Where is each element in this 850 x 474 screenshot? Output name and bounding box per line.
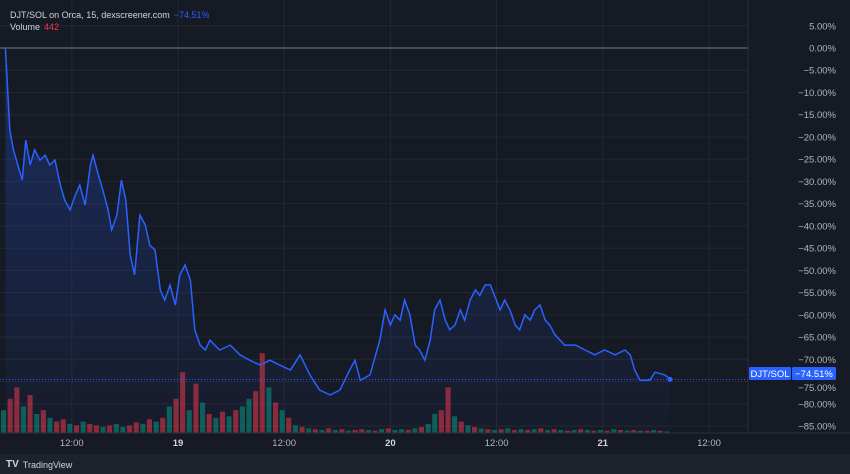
- y-tick-label: −45.00%: [798, 244, 836, 255]
- y-tick-label: −75.00%: [798, 383, 836, 394]
- y-tick-label: −25.00%: [798, 155, 836, 166]
- x-tick-label: 21: [598, 438, 609, 449]
- tradingview-logo[interactable]: TV TradingView: [6, 459, 72, 470]
- price-line: [4, 47, 671, 396]
- legend-series-row: DJT/SOL on Orca, 15, dexscreener.com −74.…: [10, 9, 210, 21]
- price-tag-symbol: DJT/SOL: [750, 369, 789, 380]
- y-tick-label: −15.00%: [798, 110, 836, 121]
- last-price-dot: [667, 376, 673, 382]
- legend-volume-row: Volume 442: [10, 21, 210, 33]
- x-tick-label: 12:00: [272, 438, 296, 449]
- y-tick-label: −10.00%: [798, 88, 836, 99]
- x-tick-label: 12:00: [697, 438, 721, 449]
- line-area-fill: [5, 48, 671, 433]
- y-tick-label: −65.00%: [798, 333, 836, 344]
- chart-container: 5.00% 0.00% −5.00% −10.00% −15.00% −20.00% −25…: [0, 0, 850, 454]
- y-tick-label: −85.00%: [798, 421, 836, 432]
- tradingview-logo-icon: TV: [6, 459, 19, 470]
- price-tag: DJT/SOL −74.51%: [749, 367, 836, 380]
- y-tick-label: −30.00%: [798, 177, 836, 188]
- x-tick-label: 12:00: [485, 438, 509, 449]
- y-tick-label: −5.00%: [804, 66, 837, 77]
- chart-legend: DJT/SOL on Orca, 15, dexscreener.com −74.…: [10, 9, 210, 33]
- y-tick-label: −40.00%: [798, 221, 836, 232]
- y-tick-label: −80.00%: [798, 399, 836, 410]
- price-tag-value: −74.51%: [795, 369, 833, 380]
- y-tick-label: −70.00%: [798, 355, 836, 366]
- y-tick-label: −50.00%: [798, 266, 836, 277]
- legend-change: −74.51%: [173, 10, 210, 20]
- y-tick-label: 5.00%: [809, 21, 836, 32]
- volume-bar: [1, 410, 7, 433]
- y-tick-label: −60.00%: [798, 310, 836, 321]
- y-tick-label: −55.00%: [798, 288, 836, 299]
- x-tick-label: 20: [385, 438, 396, 449]
- y-tick-label: −35.00%: [798, 199, 836, 210]
- legend-volume-value: 442: [44, 22, 60, 32]
- legend-symbol: DJT/SOL on Orca, 15, dexscreener.com: [10, 10, 170, 20]
- price-chart[interactable]: 5.00% 0.00% −5.00% −10.00% −15.00% −20.00% −25…: [0, 0, 850, 454]
- x-tick-label: 19: [173, 438, 184, 449]
- legend-volume-label: Volume: [10, 22, 41, 32]
- tradingview-brand: TradingView: [22, 459, 73, 470]
- x-tick-label: 12:00: [60, 438, 84, 449]
- y-tick-label: −20.00%: [798, 132, 836, 143]
- y-tick-label: 0.00%: [809, 44, 836, 55]
